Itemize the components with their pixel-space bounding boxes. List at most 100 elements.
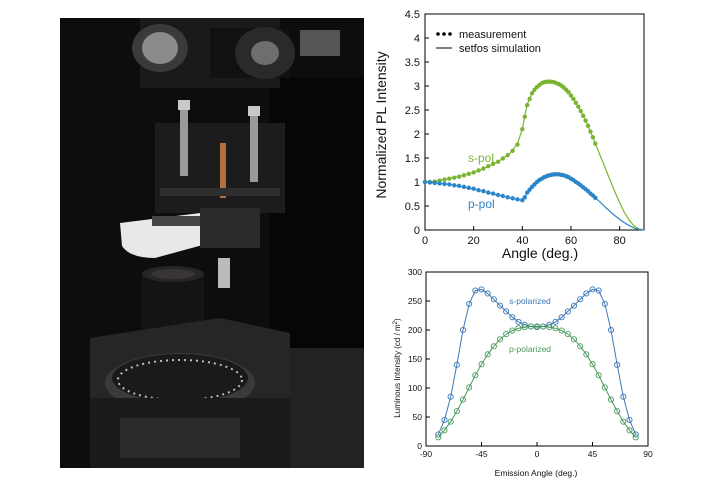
luminous-x-tick-label-3: 45 [588, 449, 598, 459]
pl-s-pol-measurement-point-49 [590, 135, 596, 140]
pl-s-pol-measurement-point-11 [476, 168, 481, 173]
luminous-p-polarized-point-3 [453, 408, 460, 415]
pl-chart-series-group [422, 79, 645, 231]
pl-s-pol-measurement-point-25 [532, 87, 537, 93]
goniometer-photo-drawing [60, 18, 364, 468]
pl-x-tick-label-3: 60 [565, 235, 577, 247]
luminous-p-polarized-point-25 [589, 361, 596, 368]
luminous-y-tick-label-5: 250 [408, 296, 422, 306]
luminous-s-polarized-point-4 [459, 326, 467, 334]
pl-x-tick-label-4: 80 [614, 235, 626, 247]
pl-y-tick-label-4: 2 [414, 129, 420, 141]
annotation-p-pol: p-pol [468, 197, 495, 211]
pl-s-pol-measurement-point-15 [495, 159, 501, 165]
pl-p-pol-measurement-point-15 [495, 192, 501, 198]
pl-p-pol-measurement-point-19 [515, 197, 520, 202]
luminous-x-tick-label-1: -45 [475, 449, 488, 459]
pl-s-pol-simulation-line [424, 81, 645, 231]
luminous-p-polarized-point-1 [441, 427, 448, 434]
luminous-y-tick-label-2: 100 [408, 383, 422, 393]
pl-s-pol-measurement-point-9 [466, 171, 471, 177]
pl-p-pol-measurement-point-0 [422, 179, 428, 185]
luminous-s-polarized-point-1 [441, 416, 448, 423]
luminous-s-polarized-point-31 [626, 416, 633, 423]
pl-s-pol-measurement-point-47 [585, 123, 591, 129]
luminous-p-polarized-point-28 [607, 396, 615, 403]
goniometer-setup-photo [60, 18, 364, 468]
luminous-p-polarized-point-13 [515, 325, 522, 332]
luminous-s-polarized-point-22 [570, 302, 578, 309]
pl-p-pol-measurement-point-4 [442, 181, 447, 187]
pl-y-tick-label-6: 3 [414, 81, 420, 93]
pl-chart-axes: 0 20 40 60 80 0 0.5 1 1.5 2 2.5 3 3.5 4 4.5 [405, 9, 645, 247]
luminous-p-polarized-point-0 [435, 434, 442, 441]
pl-y-tick-label-1: 0.5 [405, 201, 420, 213]
luminous-p-polarized-point-22 [570, 336, 578, 343]
legend-label-measurement: measurement [459, 29, 526, 41]
luminous-p-polarized-point-9 [490, 343, 497, 350]
legend-label-simulation: setfos simulation [459, 43, 541, 55]
pl-s-pol-measurement-point-50 [593, 141, 598, 146]
luminous-s-polarized-point-11 [503, 308, 510, 315]
luminous-s-polarized-point-23 [577, 296, 584, 303]
pl-s-pol-measurement-point-21 [522, 114, 527, 119]
luminous-y-tick-label-1: 50 [413, 412, 423, 422]
luminous-p-polarized-point-20 [558, 327, 565, 334]
annotation-p-polarized: p-polarized [509, 344, 551, 354]
pl-p-pol-measurement-point-6 [452, 183, 457, 188]
pl-p-pol-measurement-point-23 [527, 187, 532, 192]
luminous-intensity-chart: -90 -45 0 45 90 0 50 100 150 200 250 300 s-polarize… [393, 267, 653, 478]
pl-p-pol-measurement-point-5 [447, 182, 452, 187]
luminous-p-polarized-point-8 [484, 351, 491, 358]
pl-s-pol-measurement-point-39 [566, 90, 571, 95]
luminous-p-polarized-point-24 [583, 351, 590, 358]
pl-p-pol-measurement-point-10 [471, 186, 476, 191]
pl-s-pol-measurement-point-46 [583, 118, 588, 123]
pl-s-pol-measurement-point-41 [571, 96, 576, 102]
pl-y-tick-label-2: 1 [414, 177, 420, 189]
annotation-s-polarized: s-polarized [509, 296, 551, 306]
luminous-y-tick-label-0: 0 [417, 441, 422, 451]
pl-s-pol-measurement-point-20 [520, 127, 525, 132]
pl-x-tick-label-1: 20 [468, 235, 480, 247]
luminous-s-polarized-point-29 [614, 361, 621, 368]
luminous-p-polarized-point-2 [447, 418, 454, 425]
pl-s-pol-measurement-point-7 [456, 174, 462, 179]
luminous-chart-series-group [435, 286, 639, 441]
luminous-p-polarized-point-29 [614, 408, 621, 415]
luminous-p-polarized-line [437, 326, 637, 438]
luminous-p-polarized-point-11 [503, 331, 510, 338]
pl-s-pol-measurement-point-5 [447, 176, 452, 181]
luminous-p-polarized-point-21 [564, 331, 571, 338]
luminous-p-polarized-point-23 [577, 343, 584, 350]
pl-s-pol-measurement-point-6 [452, 175, 457, 180]
pl-s-pol-measurement-point-13 [486, 163, 491, 169]
luminous-p-polarized-point-16 [533, 323, 541, 330]
luminous-p-polarized-point-19 [552, 325, 559, 332]
pl-s-pol-measurement-point-43 [576, 104, 581, 109]
luminous-p-polarized-point-31 [626, 427, 633, 434]
luminous-s-polarized-point-12 [509, 314, 516, 321]
luminous-p-polarized-point-10 [496, 336, 504, 343]
luminous-y-tick-label-6: 300 [408, 267, 422, 277]
luminous-x-tick-label-0: -90 [420, 449, 433, 459]
pl-x-tick-label-2: 40 [516, 235, 528, 247]
pl-chart-legend: measurement setfos simulation [436, 29, 541, 55]
pl-s-pol-measurement-point-10 [471, 170, 476, 175]
luminous-p-polarized-point-30 [620, 418, 627, 425]
luminous-chart-axes: -90 -45 0 45 90 0 50 100 150 200 250 300 [408, 267, 653, 459]
luminous-s-polarized-point-13 [515, 318, 522, 325]
luminous-s-polarized-point-24 [583, 290, 590, 297]
pl-x-tick-label-0: 0 [422, 235, 428, 247]
pl-plot-frame [424, 13, 645, 231]
pl-s-pol-measurement-point-16 [500, 156, 506, 161]
luminous-p-polarized-point-14 [521, 324, 528, 331]
luminous-s-polarized-point-3 [453, 361, 460, 368]
pl-s-pol-measurement-point-42 [573, 100, 579, 106]
luminous-s-polarized-point-2 [447, 393, 454, 400]
annotation-s-pol: s-pol [468, 151, 494, 165]
luminous-s-polarized-point-27 [601, 300, 608, 307]
legend-dot-2 [442, 32, 446, 36]
pl-p-pol-measurement-point-21 [522, 195, 527, 200]
pl-p-pol-measurement-point-22 [525, 190, 530, 195]
